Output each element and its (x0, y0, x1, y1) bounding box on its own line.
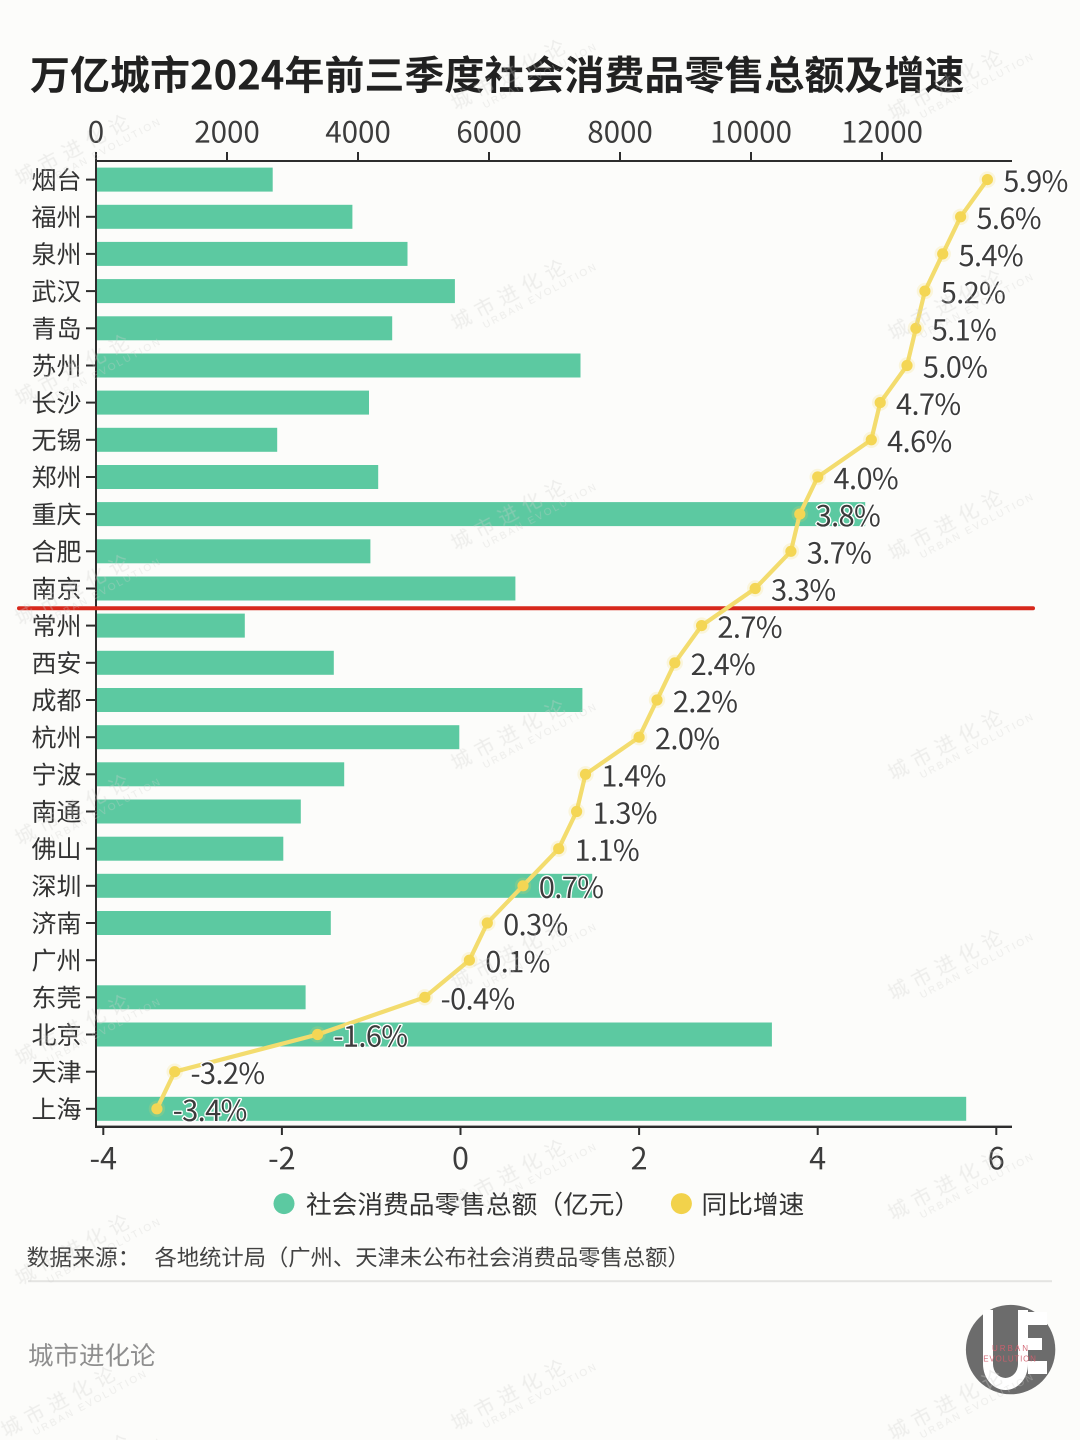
svg-text:URBAN EVOLUTION: URBAN EVOLUTION (45, 1216, 164, 1286)
svg-text:URBAN EVOLUTION: URBAN EVOLUTION (918, 931, 1037, 1001)
svg-text:EVOLUTION: EVOLUTION (983, 1355, 1036, 1364)
svg-text:URBAN EVOLUTION: URBAN EVOLUTION (918, 1151, 1037, 1221)
svg-text:URBAN EVOLUTION: URBAN EVOLUTION (45, 1436, 164, 1440)
svg-text:URBAN EVOLUTION: URBAN EVOLUTION (481, 261, 600, 331)
svg-text:URBAN EVOLUTION: URBAN EVOLUTION (481, 1361, 600, 1431)
svg-text:URBAN EVOLUTION: URBAN EVOLUTION (918, 491, 1037, 561)
svg-text:URBAN EVOLUTION: URBAN EVOLUTION (918, 711, 1037, 781)
svg-text:URBAN: URBAN (992, 1344, 1030, 1353)
svg-text:URBAN EVOLUTION: URBAN EVOLUTION (31, 1368, 150, 1438)
svg-text:URBAN EVOLUTION: URBAN EVOLUTION (918, 1371, 1037, 1440)
svg-text:URBAN EVOLUTION: URBAN EVOLUTION (481, 1141, 600, 1211)
